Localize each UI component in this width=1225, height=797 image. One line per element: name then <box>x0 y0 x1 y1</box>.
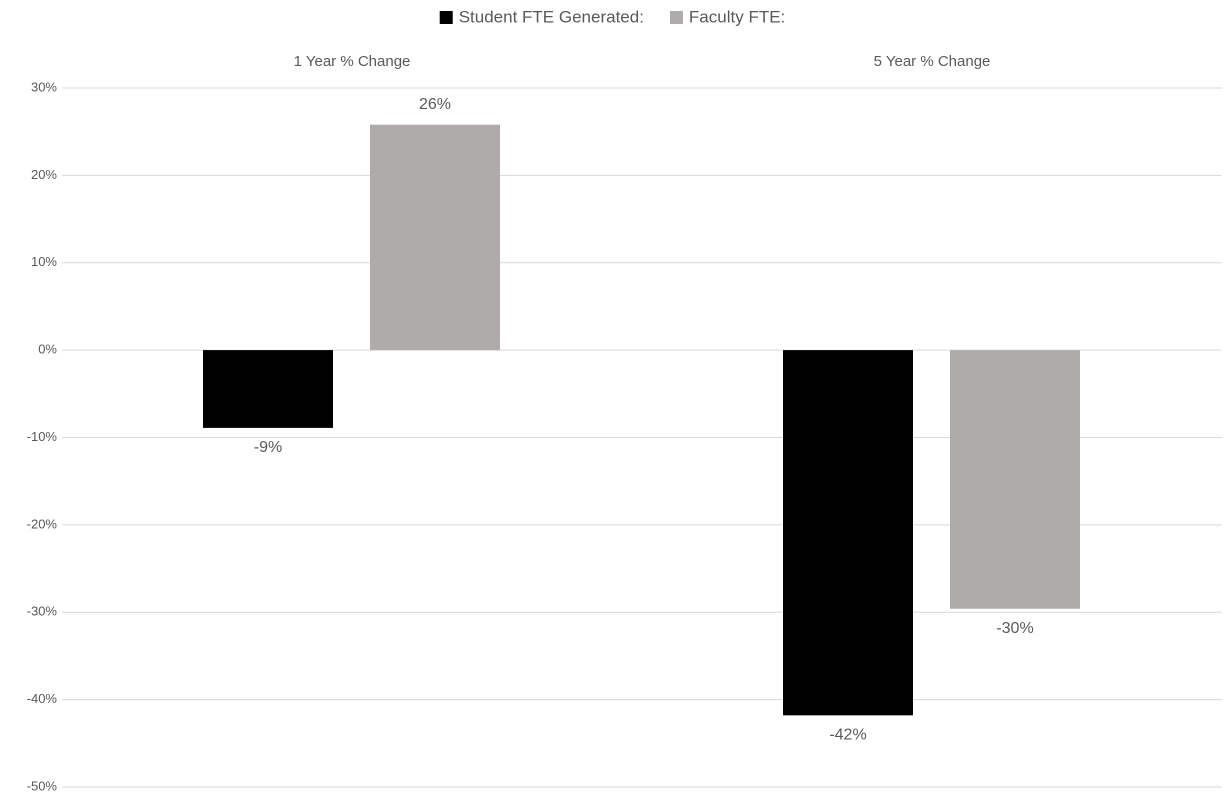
y-tick-label: -50% <box>27 778 58 793</box>
y-tick-label: -10% <box>27 429 58 444</box>
y-tick-label: 20% <box>31 167 57 182</box>
y-tick-label: 30% <box>31 79 57 94</box>
bar <box>370 124 500 351</box>
y-tick-label: 0% <box>38 342 57 357</box>
bar <box>783 350 913 716</box>
bar <box>203 350 333 428</box>
legend-label: Student FTE Generated: <box>459 7 644 26</box>
y-tick-label: -40% <box>27 691 58 706</box>
data-label: -30% <box>996 620 1033 637</box>
data-label: 26% <box>419 96 451 113</box>
legend-swatch <box>439 11 453 24</box>
y-tick-label: -20% <box>27 516 58 531</box>
legend-label: Faculty FTE: <box>689 7 785 26</box>
y-tick-label: 10% <box>31 254 57 269</box>
data-label: -9% <box>254 439 282 456</box>
bar <box>950 350 1080 609</box>
category-label: 1 Year % Change <box>294 53 411 70</box>
category-label: 5 Year % Change <box>874 53 991 70</box>
y-tick-label: -30% <box>27 604 58 619</box>
legend-swatch <box>669 11 683 24</box>
data-label: -42% <box>829 727 866 744</box>
